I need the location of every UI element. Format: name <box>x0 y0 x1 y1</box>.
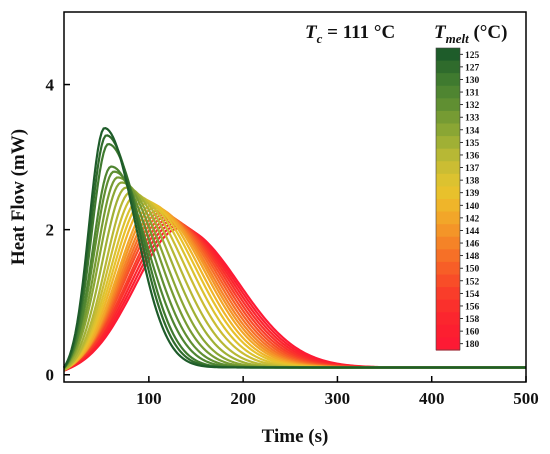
legend-label-138: 138 <box>465 177 480 187</box>
legend-label-150: 150 <box>465 265 480 275</box>
y-tick-label-2: 2 <box>46 221 55 240</box>
color-legend: 125 127 130 131 132 133 134 135 136 137 138 139 140 1… <box>435 47 480 351</box>
y-axis-label: Heat Flow (mW) <box>8 129 29 265</box>
legend-swatch-125 <box>436 48 460 62</box>
x-tick-label-300: 300 <box>325 389 351 408</box>
legend-label-144: 144 <box>465 227 480 237</box>
legend-label-146: 146 <box>465 240 480 250</box>
legend-label-180: 180 <box>465 340 480 350</box>
legend-label-133: 133 <box>465 114 480 124</box>
legend-swatch-156 <box>436 299 460 313</box>
legend-label-127: 127 <box>465 63 480 73</box>
plot-frame <box>63 11 527 383</box>
axis-ticks: 100 200 300 400 500 0 2 4 <box>46 76 539 408</box>
legend-swatch-137 <box>436 161 460 175</box>
legend-swatch-140 <box>436 199 460 213</box>
x-tick-label-400: 400 <box>419 389 445 408</box>
legend-label-142: 142 <box>465 214 480 224</box>
legend-swatch-139 <box>436 186 460 200</box>
legend-swatch-131 <box>436 85 460 99</box>
legend-swatch-146 <box>436 236 460 250</box>
legend-swatch-150 <box>436 261 460 276</box>
legend-title: Tmelt (°C) <box>434 22 507 46</box>
legend-label-134: 134 <box>465 126 480 136</box>
legend-label-125: 125 <box>465 51 480 61</box>
legend-swatch-154 <box>436 287 460 301</box>
legend-label-130: 130 <box>465 76 480 86</box>
legend-frame <box>435 47 461 351</box>
legend-label-136: 136 <box>465 151 480 161</box>
x-axis-label: Time (s) <box>262 426 329 447</box>
legend-label-140: 140 <box>465 202 480 212</box>
legend-swatch-136 <box>436 148 460 162</box>
legend-swatch-144 <box>436 224 460 238</box>
legend-swatch-130 <box>436 73 460 87</box>
legend-swatch-160 <box>436 324 460 339</box>
legend-swatch-180 <box>436 337 460 351</box>
legend-label-160: 160 <box>465 328 480 338</box>
legend-swatch-132 <box>436 98 460 112</box>
legend-swatch-135 <box>436 136 460 150</box>
x-tick-label-500: 500 <box>513 389 539 408</box>
legend-label-132: 132 <box>465 101 480 111</box>
legend-swatch-134 <box>436 123 460 137</box>
legend-swatch-152 <box>436 274 460 288</box>
tc-annotation: Tc = 111 °C <box>305 22 395 46</box>
x-tick-label-100: 100 <box>136 389 162 408</box>
legend-label-156: 156 <box>465 302 480 312</box>
legend-swatch-133 <box>436 110 460 125</box>
series-curves <box>63 127 526 372</box>
legend-label-131: 131 <box>465 89 480 99</box>
legend-swatch-127 <box>436 60 460 74</box>
series-line-125 <box>63 127 526 369</box>
legend-swatch-158 <box>436 312 460 326</box>
legend-label-154: 154 <box>465 290 480 300</box>
y-tick-label-4: 4 <box>46 76 55 95</box>
legend-label-158: 158 <box>465 315 480 325</box>
legend-label-135: 135 <box>465 139 480 149</box>
legend-swatch-138 <box>436 173 460 188</box>
x-tick-label-200: 200 <box>230 389 256 408</box>
legend-swatch-148 <box>436 249 460 263</box>
legend-swatch-142 <box>436 211 460 225</box>
legend-label-152: 152 <box>465 277 480 287</box>
y-tick-label-0: 0 <box>46 366 55 385</box>
legend-label-139: 139 <box>465 189 480 199</box>
legend-label-137: 137 <box>465 164 480 174</box>
legend-label-148: 148 <box>465 252 480 262</box>
